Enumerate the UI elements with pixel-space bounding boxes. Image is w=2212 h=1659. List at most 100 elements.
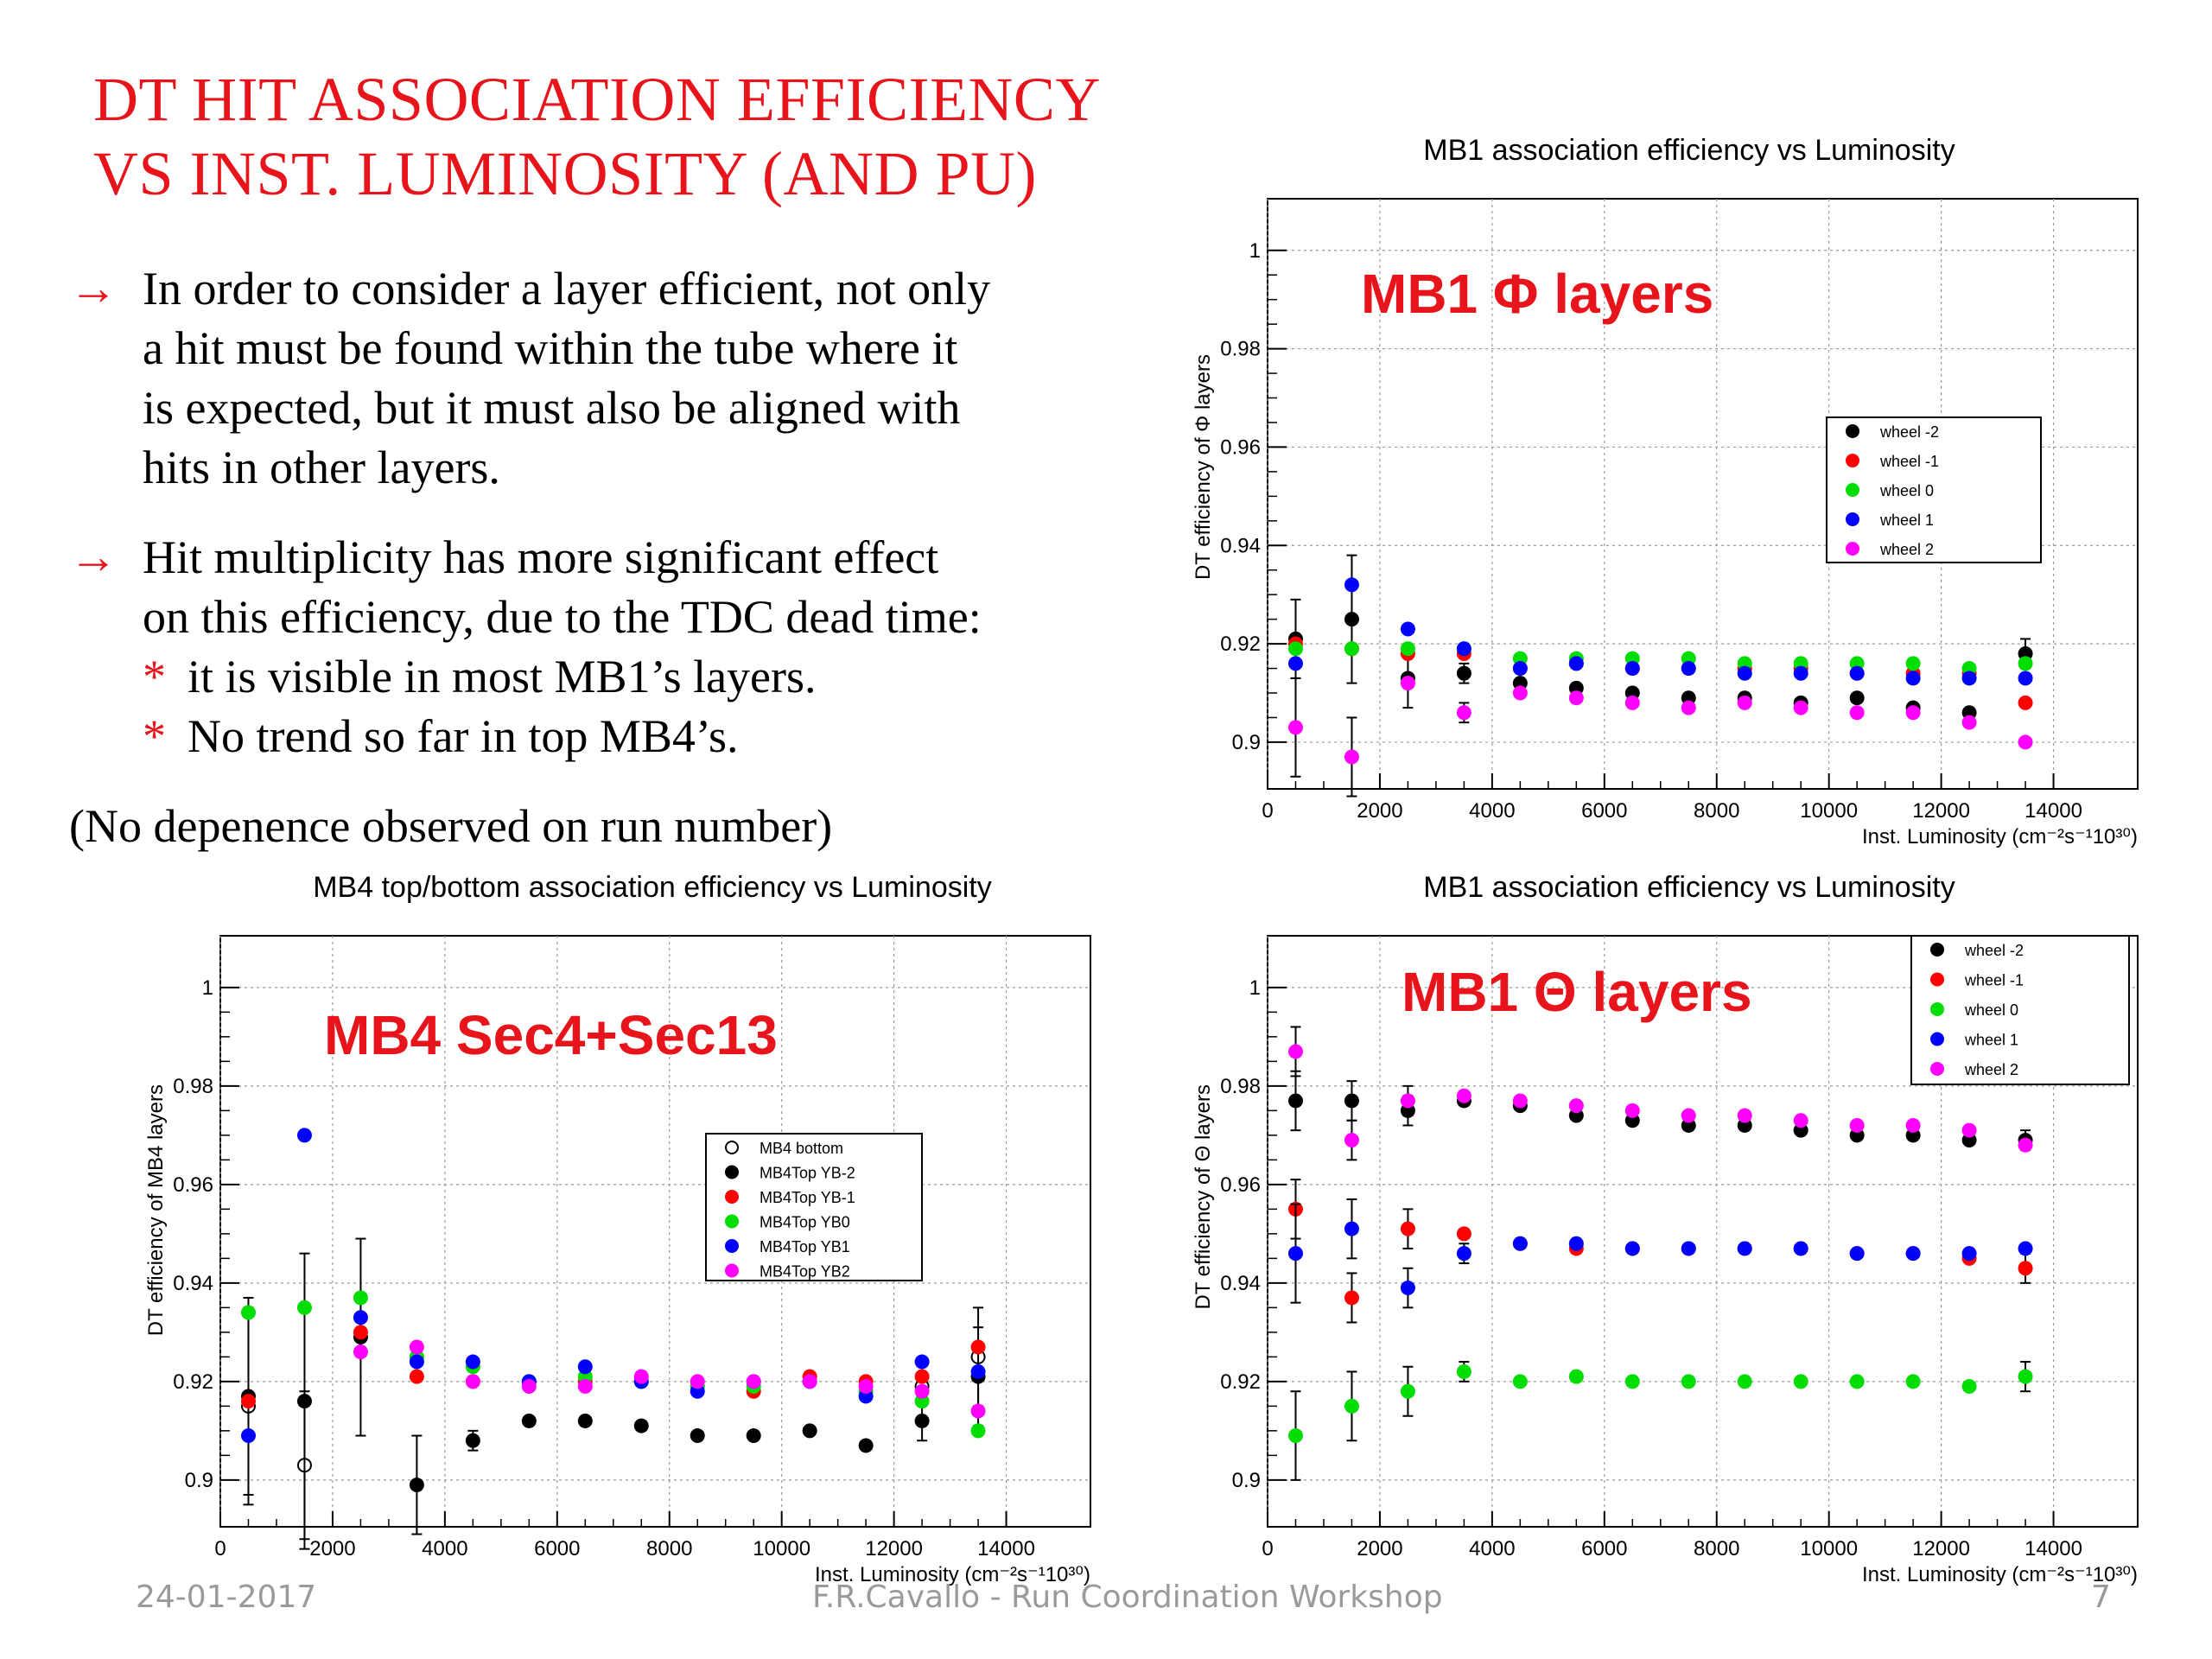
data-point bbox=[1287, 720, 1303, 735]
data-point bbox=[409, 1478, 424, 1493]
data-point bbox=[1512, 676, 1528, 691]
data-point bbox=[409, 1339, 424, 1355]
data-point bbox=[465, 1359, 480, 1375]
chart-mb4: 0 2000 4000 6000 8000 10000 12000 14000 0.9 0.92 0… bbox=[144, 871, 1091, 1586]
data-point bbox=[633, 1374, 649, 1389]
y-tick-label: 1 bbox=[1249, 976, 1261, 1000]
x-axis-label: Inst. Luminosity (cm⁻²s⁻¹10³⁰) bbox=[1862, 825, 2138, 849]
legend-entry: MB4Top YB2 bbox=[760, 1263, 850, 1281]
data-point bbox=[746, 1383, 761, 1399]
data-point bbox=[1512, 661, 1528, 677]
data-point bbox=[1287, 636, 1303, 652]
data-point bbox=[1456, 1363, 1471, 1379]
data-point bbox=[1624, 1103, 1640, 1118]
data-point bbox=[1400, 671, 1415, 686]
arrow-icon: → bbox=[69, 262, 118, 315]
legend-entry: wheel 2 bbox=[1879, 541, 1934, 558]
bullet-item: → In order to consider a layer efficient… bbox=[69, 259, 1175, 498]
legend-marker bbox=[1846, 483, 1859, 497]
series-wheel-1 bbox=[1287, 1198, 2033, 1309]
data-point bbox=[1624, 1241, 1640, 1256]
y-tick-label: 0.98 bbox=[1220, 338, 1261, 361]
data-point bbox=[858, 1438, 874, 1453]
data-point bbox=[1681, 700, 1696, 715]
data-point bbox=[1737, 1241, 1752, 1256]
series-wheel-1 bbox=[1287, 577, 2033, 686]
x-tick-label: 12000 bbox=[865, 1537, 923, 1560]
legend-box bbox=[1910, 935, 2130, 1085]
data-point bbox=[690, 1379, 705, 1395]
data-point bbox=[1849, 665, 1865, 681]
y-tick-label: 0.9 bbox=[185, 1469, 213, 1492]
asterisk-icon: * bbox=[143, 651, 166, 702]
data-point bbox=[914, 1369, 930, 1384]
data-point bbox=[1568, 1108, 1584, 1123]
data-point bbox=[2018, 734, 2033, 750]
x-tick-label: 12000 bbox=[1912, 1537, 1970, 1560]
data-point bbox=[1287, 1428, 1303, 1444]
footer-page-number: 7 bbox=[2091, 1580, 2111, 1615]
data-point bbox=[1905, 1246, 1921, 1262]
series-wheel--1 bbox=[1287, 636, 2033, 710]
data-point bbox=[858, 1383, 874, 1399]
x-tick-label: 8000 bbox=[1694, 1537, 1739, 1560]
data-point bbox=[1568, 656, 1584, 671]
data-point bbox=[914, 1379, 930, 1395]
series-wheel--1 bbox=[1287, 1179, 2033, 1324]
chart-title: MB1 association efficiency vs Luminosity bbox=[1423, 134, 1955, 167]
data-point bbox=[970, 1339, 986, 1355]
data-point bbox=[409, 1369, 424, 1384]
data-point bbox=[1568, 1369, 1584, 1384]
bullet-line: on this efficiency, due to the TDC dead … bbox=[143, 591, 982, 643]
data-point bbox=[1400, 645, 1415, 661]
data-point bbox=[1287, 631, 1303, 646]
data-point bbox=[1624, 1113, 1640, 1128]
plot-frame bbox=[1267, 198, 2139, 790]
series-MB4Top-YB1 bbox=[240, 1128, 986, 1444]
data-point bbox=[1344, 1398, 1359, 1414]
legend-box bbox=[705, 1133, 923, 1281]
data-point bbox=[1793, 665, 1808, 681]
data-point bbox=[296, 1128, 312, 1143]
x-tick-label: 0 bbox=[1262, 799, 1273, 823]
data-point bbox=[1849, 1117, 1865, 1133]
y-tick-label: 0.98 bbox=[1220, 1075, 1261, 1098]
x-tick-label: 2000 bbox=[1357, 799, 1402, 823]
x-tick-label: 6000 bbox=[1581, 799, 1627, 823]
data-point bbox=[858, 1374, 874, 1389]
data-point bbox=[296, 1458, 312, 1473]
legend-marker bbox=[725, 1165, 739, 1179]
bullet-line: is expected, but it must also be aligned… bbox=[143, 382, 961, 434]
data-point bbox=[633, 1374, 649, 1389]
data-point bbox=[1793, 1241, 1808, 1256]
data-point bbox=[802, 1374, 817, 1389]
legend-marker bbox=[1846, 542, 1859, 556]
series-MB4Top-YB-2 bbox=[240, 1237, 986, 1550]
x-tick-label: 14000 bbox=[2024, 1537, 2082, 1560]
data-point bbox=[1568, 651, 1584, 666]
legend-entry: wheel -2 bbox=[1964, 942, 2024, 959]
data-point bbox=[1905, 656, 1921, 671]
legend-entry: MB4Top YB1 bbox=[760, 1238, 850, 1255]
data-point bbox=[1344, 612, 1359, 627]
data-point bbox=[858, 1379, 874, 1395]
y-tick-label: 1 bbox=[1249, 239, 1261, 263]
data-point bbox=[1681, 690, 1696, 706]
y-tick-label: 0.9 bbox=[1232, 1469, 1261, 1492]
data-point bbox=[1344, 1133, 1359, 1148]
data-point bbox=[465, 1354, 480, 1370]
series-wheel-2 bbox=[1287, 676, 2033, 798]
data-point bbox=[2018, 1261, 2033, 1276]
data-point bbox=[746, 1428, 761, 1444]
data-point bbox=[1961, 715, 1977, 730]
data-point bbox=[1287, 656, 1303, 671]
data-point bbox=[1961, 671, 1977, 686]
data-point bbox=[1793, 1241, 1808, 1256]
legend: MB4 bottom MB4Top YB-2 MB4Top YB-1 MB4Top Y… bbox=[705, 1133, 923, 1281]
data-point bbox=[1849, 656, 1865, 671]
data-point bbox=[970, 1423, 986, 1439]
legend-marker bbox=[1846, 512, 1859, 526]
data-point bbox=[1400, 621, 1415, 637]
data-point bbox=[1681, 1241, 1696, 1256]
chart-title: MB1 association efficiency vs Luminosity bbox=[1423, 871, 1955, 904]
